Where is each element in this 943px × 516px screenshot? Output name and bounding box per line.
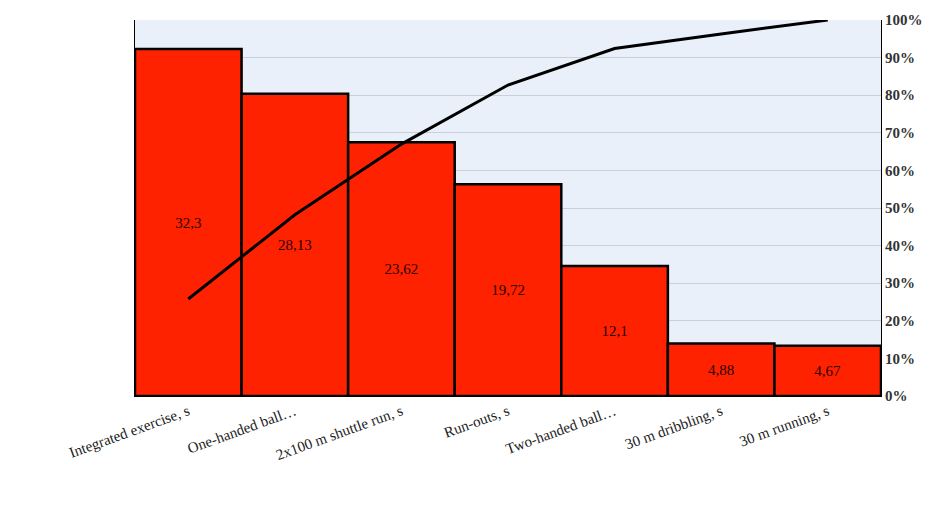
svg-text:32,3: 32,3 xyxy=(175,215,201,231)
svg-text:50%: 50% xyxy=(885,200,915,216)
svg-text:10%: 10% xyxy=(885,351,915,367)
svg-text:23,62: 23,62 xyxy=(385,261,419,277)
svg-text:100%: 100% xyxy=(885,12,923,28)
svg-text:Two-handed ball…: Two-handed ball… xyxy=(504,402,618,457)
svg-text:30 m running, s: 30 m running, s xyxy=(737,402,831,449)
svg-text:20%: 20% xyxy=(885,313,915,329)
svg-text:70%: 70% xyxy=(885,125,915,141)
svg-text:90%: 90% xyxy=(885,50,915,66)
svg-text:4,67: 4,67 xyxy=(814,363,841,379)
svg-text:60%: 60% xyxy=(885,163,915,179)
svg-text:80%: 80% xyxy=(885,87,915,103)
svg-text:2x100 m shuttle run, s: 2x100 m shuttle run, s xyxy=(274,402,405,463)
svg-text:12,1: 12,1 xyxy=(601,323,627,339)
svg-text:30%: 30% xyxy=(885,275,915,291)
svg-text:30 m dribbling, s: 30 m dribbling, s xyxy=(623,402,725,452)
svg-text:4,88: 4,88 xyxy=(708,362,734,378)
svg-text:Run-outs, s: Run-outs, s xyxy=(442,402,512,440)
svg-text:40%: 40% xyxy=(885,238,915,254)
svg-text:28,13: 28,13 xyxy=(278,237,312,253)
svg-text:One-handed ball…: One-handed ball… xyxy=(185,402,298,456)
svg-text:Integrated exercise, s: Integrated exercise, s xyxy=(67,402,192,461)
svg-text:19,72: 19,72 xyxy=(491,282,525,298)
svg-text:0%: 0% xyxy=(885,388,908,404)
